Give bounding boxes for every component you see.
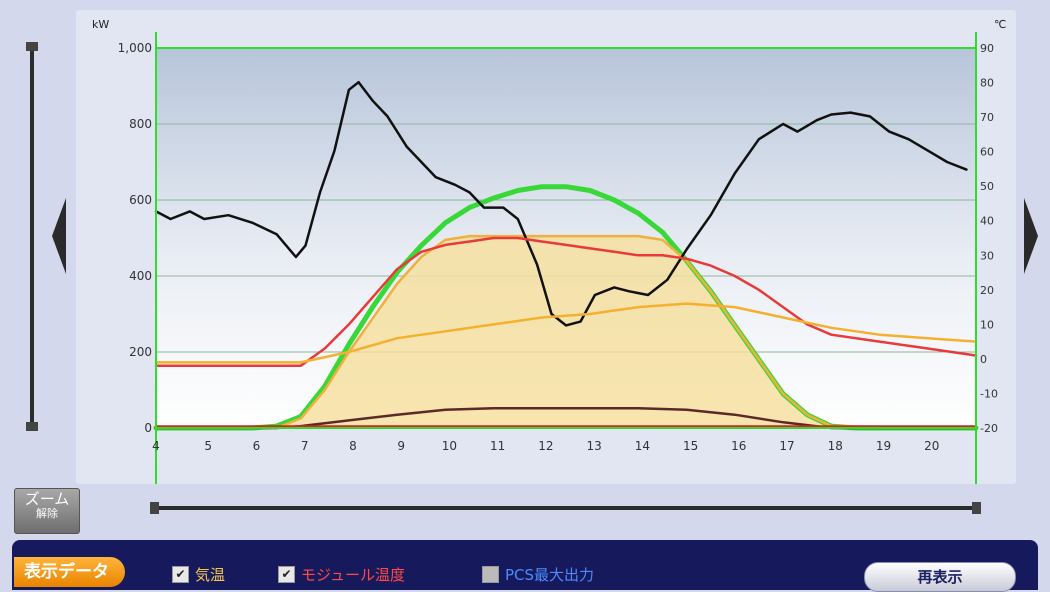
y-right-tick-label: 50 <box>980 180 994 193</box>
series-line-1 <box>154 234 978 430</box>
y-right-tick-label: 70 <box>980 111 994 124</box>
y-right-tick-label: 60 <box>980 146 994 159</box>
y-right-unit: ℃ <box>994 18 1007 31</box>
x-tick-label: 6 <box>253 439 261 453</box>
checkbox-pcs-max-output-label: PCS最大出力 <box>505 566 595 584</box>
frame <box>155 32 977 484</box>
y-left-tick-label: 200 <box>129 345 152 359</box>
horizontal-zoom-slider[interactable] <box>150 502 982 514</box>
y-left-tick-label: 0 <box>144 421 152 435</box>
zoom-reset-button[interactable]: ズーム 解除 <box>14 488 80 534</box>
x-tick-label: 18 <box>828 439 843 453</box>
x-tick-label: 14 <box>635 439 650 453</box>
y-right-tick-label: 20 <box>980 284 994 297</box>
series-line-4 <box>154 80 968 327</box>
x-tick-label: 12 <box>538 439 553 453</box>
checkbox-pcs-max-output-box[interactable]: ✔ <box>482 566 499 583</box>
series-line-5 <box>154 236 978 368</box>
chart-svg[interactable]: 0 200 400 600 800 1,000 -20 -10 0 10 20 30 40 50 60 70 8… <box>76 10 1016 484</box>
y-right-tick-label: 40 <box>980 215 994 228</box>
y-right-tick-label: 10 <box>980 318 994 331</box>
x-tick-label: 11 <box>490 439 505 453</box>
x-tick-label: 4 <box>152 439 160 453</box>
y-right-tick-label: 30 <box>980 249 994 262</box>
checkbox-module-temp[interactable]: ✔ モジュール温度 <box>278 564 405 586</box>
vertical-slider-top-handle[interactable] <box>26 42 38 51</box>
checkbox-air-temp-box[interactable]: ✔ <box>172 566 189 583</box>
control-bar: 表示データ ✔ 気温 ✔ モジュール温度 ✔ PCS最大出力 再表示 <box>12 540 1038 592</box>
series-line-6 <box>154 302 978 364</box>
y-left-tick-label: 1,000 <box>118 41 152 55</box>
y-right-tick-label: -10 <box>980 387 998 400</box>
checkbox-module-temp-box[interactable]: ✔ <box>278 566 295 583</box>
checkbox-module-temp-label: モジュール温度 <box>301 566 405 584</box>
y-right-tick-label: 80 <box>980 77 994 90</box>
y-left-tick-label: 400 <box>129 269 152 283</box>
y-right-tick-label: 0 <box>980 353 987 366</box>
x-tick-label: 8 <box>349 439 357 453</box>
x-tick-label: 5 <box>204 439 212 453</box>
display-data-label: 表示データ <box>14 557 125 587</box>
y-right-tick-label: -20 <box>980 422 998 435</box>
x-tick-label: 19 <box>876 439 891 453</box>
x-tick-label: 20 <box>924 439 939 453</box>
x-tick-label: 15 <box>683 439 698 453</box>
x-tick-label: 13 <box>586 439 601 453</box>
checkbox-pcs-max-output[interactable]: ✔ PCS最大出力 <box>482 564 594 586</box>
x-tick-label: 10 <box>442 439 457 453</box>
y-left-unit: kW <box>92 18 110 31</box>
series-line-2 <box>154 406 978 430</box>
x-tick-label: 17 <box>779 439 794 453</box>
zoom-reset-label-2: 解除 <box>36 506 58 520</box>
checkbox-air-temp[interactable]: ✔ 気温 <box>172 564 225 586</box>
pan-left-arrow-icon[interactable] <box>52 198 66 274</box>
x-tick-label: 16 <box>731 439 746 453</box>
pan-right-arrow-icon[interactable] <box>1024 198 1038 274</box>
zoom-reset-label-1: ズーム <box>24 490 70 508</box>
x-tick-label: 7 <box>301 439 309 453</box>
horizontal-slider-track <box>154 506 978 510</box>
vertical-slider-bottom-handle[interactable] <box>26 422 38 431</box>
vertical-zoom-slider[interactable] <box>26 42 38 432</box>
horizontal-slider-right-handle[interactable] <box>972 502 981 514</box>
chart-panel: kW ℃ 0 200 400 600 800 1,000 -20 -10 0 10 20 30 40 50… <box>76 10 1016 484</box>
redisplay-button[interactable]: 再表示 <box>864 562 1016 592</box>
y-left-tick-label: 800 <box>129 117 152 131</box>
lines <box>153 80 979 431</box>
ticks: 0 200 400 600 800 1,000 -20 -10 0 10 20 30 40 50 60 70 8… <box>118 41 998 453</box>
y-left-tick-label: 600 <box>129 193 152 207</box>
horizontal-slider-left-handle[interactable] <box>150 502 159 514</box>
vertical-slider-track <box>30 46 34 428</box>
y-right-tick-label: 90 <box>980 42 994 55</box>
checkbox-air-temp-label: 気温 <box>195 566 226 584</box>
x-tick-label: 9 <box>397 439 405 453</box>
